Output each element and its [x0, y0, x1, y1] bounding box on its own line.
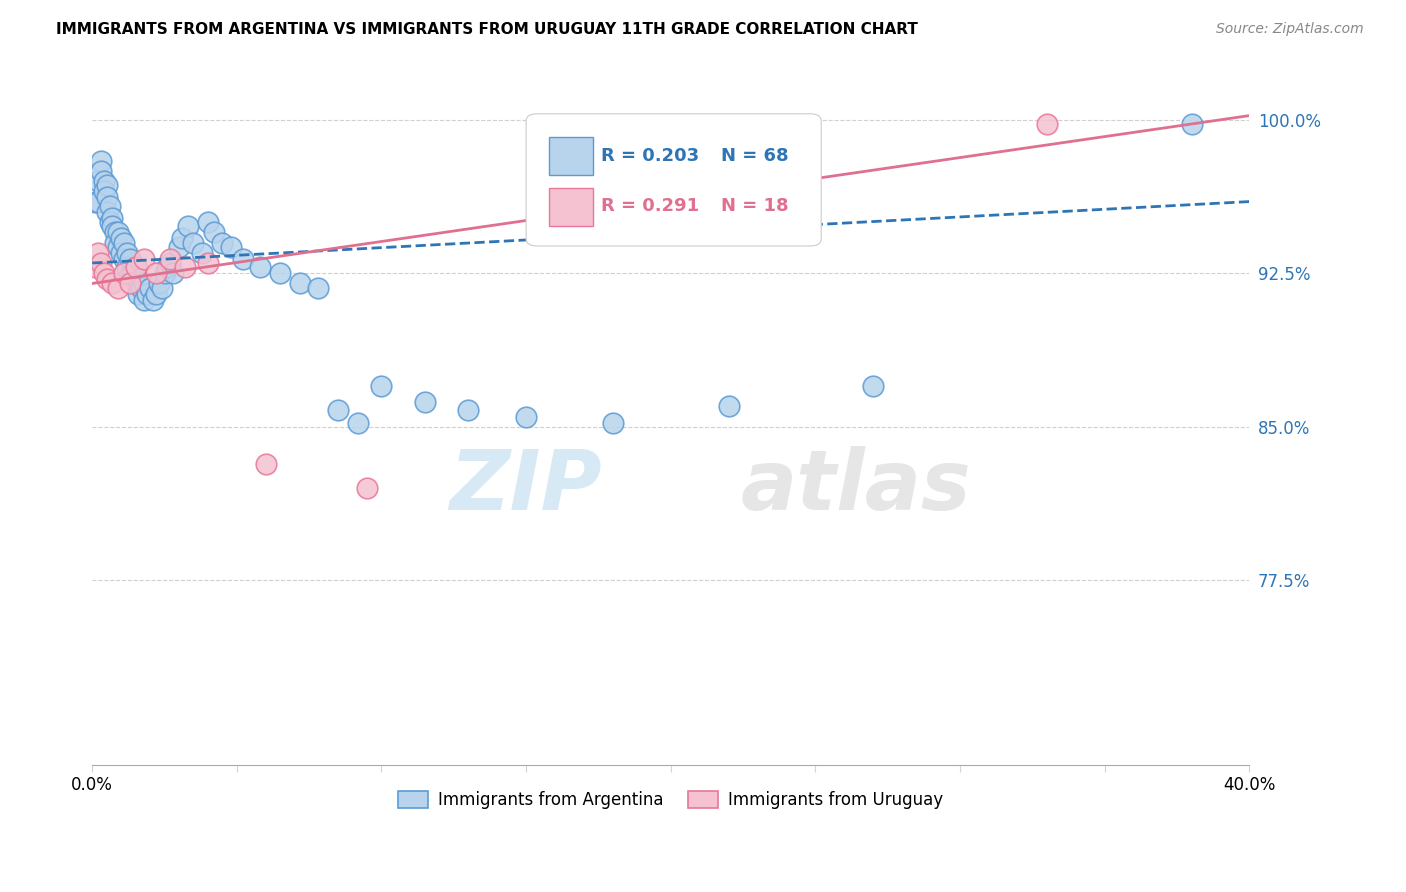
Point [176, 219, 198, 234]
Point [134, 252, 156, 266]
Text: N = 18: N = 18 [720, 197, 789, 215]
Point [139, 280, 162, 294]
Point [254, 457, 277, 471]
Point [127, 286, 149, 301]
Point [84, 260, 107, 274]
Point [96, 190, 118, 204]
Point [98, 199, 121, 213]
Point [124, 277, 146, 291]
Point [370, 379, 392, 393]
Point [148, 277, 170, 291]
Point [159, 256, 181, 270]
Point [112, 235, 135, 250]
Point [162, 266, 184, 280]
Point [112, 252, 135, 266]
Point [118, 277, 141, 291]
Point [134, 293, 156, 307]
Point [290, 277, 312, 291]
Point [156, 260, 179, 274]
Text: IMMIGRANTS FROM ARGENTINA VS IMMIGRANTS FROM URUGUAY 11TH GRADE CORRELATION CHAR: IMMIGRANTS FROM ARGENTINA VS IMMIGRANTS … [56, 22, 918, 37]
Text: Source: ZipAtlas.com: Source: ZipAtlas.com [1216, 22, 1364, 37]
Point [115, 260, 138, 274]
Point [93, 266, 115, 280]
Point [457, 403, 479, 417]
Point [101, 277, 124, 291]
Point [862, 379, 884, 393]
Point [602, 416, 624, 430]
Point [90, 164, 112, 178]
Point [87, 194, 110, 209]
Point [96, 272, 118, 286]
FancyBboxPatch shape [526, 114, 821, 246]
Point [202, 225, 225, 239]
Point [110, 245, 132, 260]
Point [90, 256, 112, 270]
FancyBboxPatch shape [550, 187, 593, 226]
Point [249, 260, 271, 274]
Point [191, 245, 214, 260]
FancyBboxPatch shape [550, 136, 593, 175]
Point [183, 235, 205, 250]
Point [142, 293, 165, 307]
Point [115, 245, 138, 260]
Point [112, 266, 135, 280]
Point [515, 409, 537, 424]
Point [219, 239, 242, 253]
Point [136, 286, 159, 301]
Point [307, 280, 329, 294]
Point [96, 178, 118, 193]
Point [118, 252, 141, 266]
Point [124, 260, 146, 274]
Point [107, 225, 129, 239]
Text: R = 0.203: R = 0.203 [602, 146, 699, 164]
Point [87, 245, 110, 260]
Point [1180, 117, 1202, 131]
Text: ZIP: ZIP [449, 446, 602, 526]
Point [101, 211, 124, 225]
Point [197, 256, 219, 270]
Point [110, 231, 132, 245]
Point [211, 235, 233, 250]
Point [93, 174, 115, 188]
Point [356, 481, 378, 495]
Point [717, 399, 740, 413]
Point [104, 225, 127, 239]
Point [121, 266, 143, 280]
Point [197, 215, 219, 229]
Point [93, 185, 115, 199]
Point [134, 277, 156, 291]
Point [84, 194, 107, 209]
Point [131, 280, 153, 294]
Point [90, 153, 112, 168]
Point [145, 266, 167, 280]
Text: R = 0.291: R = 0.291 [602, 197, 699, 215]
Point [87, 174, 110, 188]
Point [127, 272, 149, 286]
Point [107, 239, 129, 253]
Point [173, 260, 195, 274]
Point [413, 395, 436, 409]
Point [107, 280, 129, 294]
Text: atlas: atlas [740, 446, 970, 526]
Point [347, 416, 370, 430]
Point [1036, 117, 1059, 131]
Text: N = 68: N = 68 [720, 146, 789, 164]
Point [150, 280, 173, 294]
Legend: Immigrants from Argentina, Immigrants from Uruguay: Immigrants from Argentina, Immigrants fr… [391, 784, 950, 815]
Point [145, 286, 167, 301]
Point [98, 215, 121, 229]
Point [232, 252, 254, 266]
Point [170, 231, 193, 245]
Point [101, 219, 124, 234]
Point [96, 204, 118, 219]
Point [118, 268, 141, 283]
Point [104, 235, 127, 250]
Point [159, 252, 181, 266]
Point [269, 266, 291, 280]
Point [153, 266, 176, 280]
Point [167, 239, 190, 253]
Point [124, 260, 146, 274]
Point [326, 403, 349, 417]
